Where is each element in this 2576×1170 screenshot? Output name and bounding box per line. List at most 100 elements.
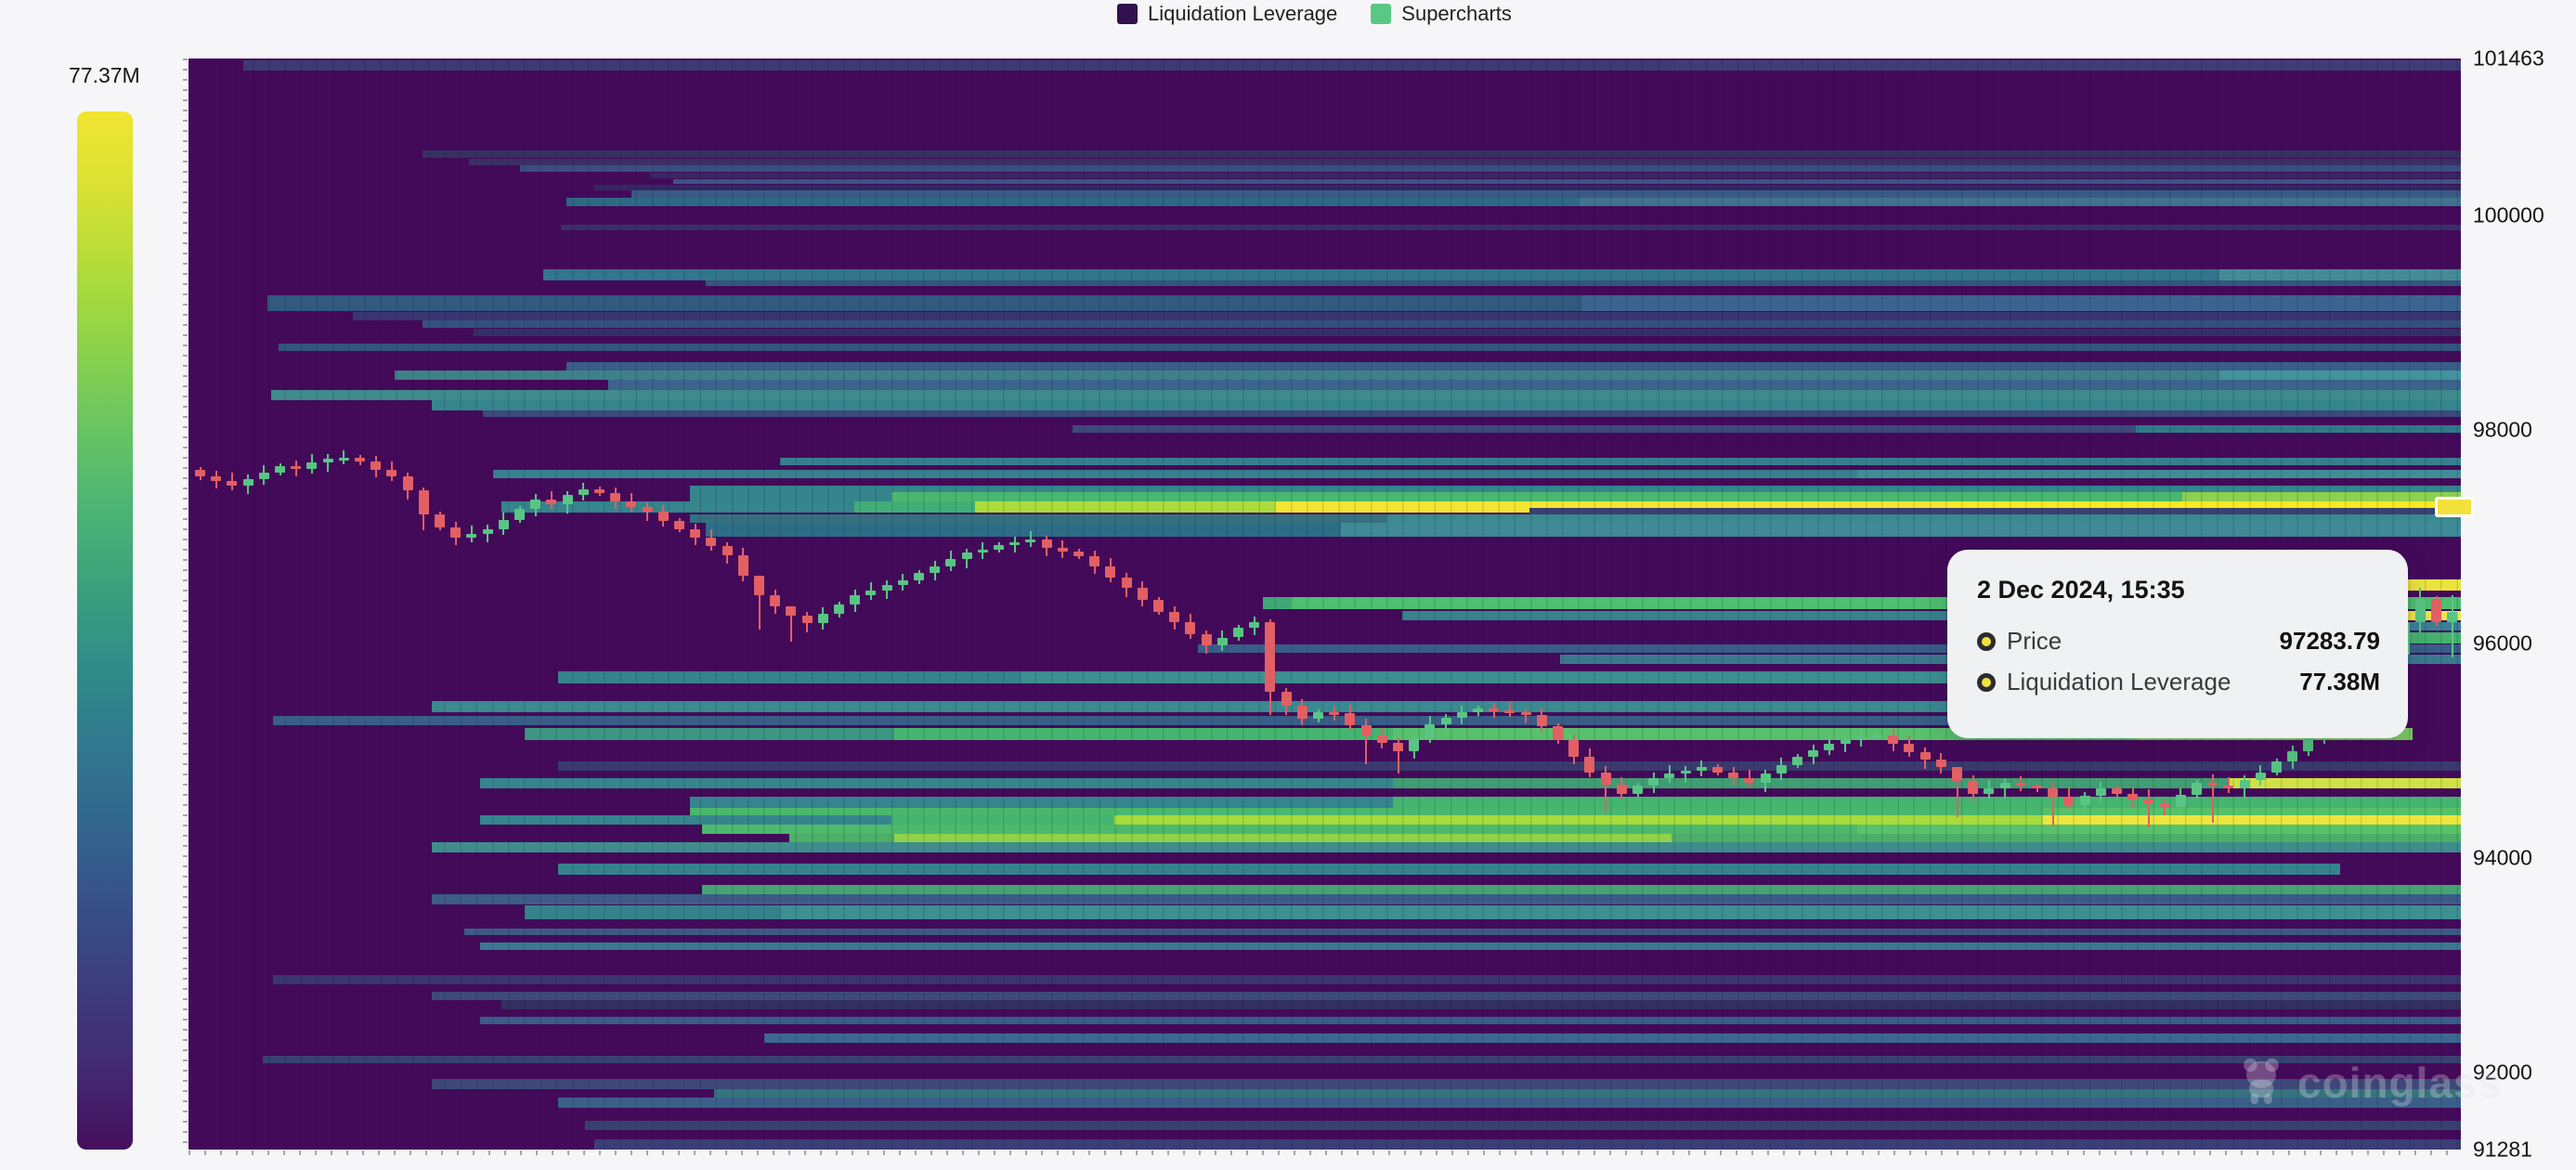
candle	[1009, 541, 1021, 546]
candle	[610, 492, 621, 501]
liquidation-heatmap-line	[690, 491, 2461, 501]
candle	[1696, 767, 1707, 771]
liquidation-heatmap-line	[673, 178, 2461, 184]
y-axis-label: 101463	[2473, 46, 2544, 71]
candle	[1201, 634, 1212, 645]
liquidation-heatmap-line	[273, 715, 2359, 725]
candle	[1313, 712, 1323, 720]
candle	[1376, 734, 1387, 743]
candle	[1776, 764, 1787, 774]
liquidation-heatmap-line	[690, 514, 2461, 523]
liquidation-heatmap-line	[480, 1017, 2461, 1025]
candle	[706, 538, 717, 547]
candle	[450, 526, 462, 539]
candle	[1840, 740, 1851, 744]
candle	[530, 499, 541, 509]
candle	[2447, 611, 2458, 623]
liquidation-heatmap-line	[558, 760, 2461, 771]
candle	[1185, 622, 1196, 635]
liquidation-heatmap-line	[273, 975, 2461, 985]
liquidation-heatmap-line	[432, 894, 2461, 905]
y-axis-label: 92000	[2473, 1060, 2532, 1085]
candle	[291, 465, 302, 470]
chart-legend: Liquidation Leverage Supercharts	[1117, 2, 1512, 26]
candle-wick	[1605, 765, 1607, 812]
candle	[1935, 760, 1946, 768]
candle	[1888, 734, 1899, 744]
candle	[1105, 566, 1116, 578]
candle	[1984, 788, 1995, 794]
candle	[1360, 725, 1372, 735]
candle	[482, 528, 493, 534]
candle	[2063, 797, 2075, 805]
candle	[1568, 740, 1580, 757]
candle	[2223, 785, 2234, 789]
liquidation-heatmap-line	[2403, 621, 2461, 630]
candle	[1584, 756, 1595, 773]
liquidation-heatmap-line	[2403, 631, 2461, 644]
candle	[1553, 726, 1563, 741]
tooltip-row: Liquidation Leverage 77.38M	[1977, 668, 2380, 696]
candle	[275, 465, 285, 473]
candle-wick	[1685, 766, 1687, 783]
liquidation-heatmap-line	[706, 280, 2461, 286]
candle	[2015, 783, 2026, 786]
legend-item-liquidation-leverage[interactable]: Liquidation Leverage	[1117, 2, 1337, 26]
tooltip-row-label: Price	[2007, 627, 2062, 655]
candle	[2271, 761, 2282, 773]
candle	[1808, 749, 1819, 757]
candle	[2431, 598, 2441, 623]
liquidation-heatmap-line	[525, 727, 2413, 740]
candle	[1600, 772, 1611, 785]
liquidation-heatmap-line	[566, 198, 2461, 207]
candle	[1025, 540, 1036, 543]
candle	[227, 481, 238, 486]
candle	[1393, 742, 1403, 751]
candle	[786, 606, 797, 617]
candle	[1952, 767, 1962, 782]
candle	[2175, 795, 2186, 807]
candle	[2192, 783, 2202, 796]
legend-item-supercharts[interactable]: Supercharts	[1371, 2, 1512, 26]
candle	[994, 545, 1004, 550]
candle	[402, 476, 413, 491]
tooltip-title: 2 Dec 2024, 15:35	[1977, 576, 2185, 604]
candle	[2095, 788, 2106, 797]
liquidation-heatmap-line	[714, 1089, 2461, 1098]
candle-wick	[758, 588, 761, 630]
liquidation-heatmap-line	[594, 185, 2461, 191]
candle	[355, 457, 365, 462]
candle	[562, 495, 573, 505]
candle	[1792, 756, 1802, 765]
candle	[674, 520, 684, 529]
candle	[2127, 793, 2139, 800]
liquidation-heatmap-line	[1198, 644, 2461, 653]
candle-wick	[1525, 708, 1528, 724]
liquidation-heatmap-line	[432, 700, 2368, 712]
candle	[2239, 779, 2250, 789]
liquidation-heatmap-line	[432, 992, 2461, 1001]
coinglass-watermark: coinglass	[2234, 1053, 2503, 1112]
candle	[1296, 706, 1308, 720]
liquidation-heatmap-line	[469, 158, 2461, 165]
watermark-text: coinglass	[2297, 1058, 2504, 1107]
candle	[914, 573, 924, 581]
y-axis-label: 98000	[2473, 417, 2532, 442]
candle	[1137, 588, 1148, 601]
candle	[1680, 770, 1691, 774]
candle	[1265, 622, 1276, 693]
liquidation-heatmap-line	[690, 808, 2461, 816]
liquidation-heatmap-line	[525, 905, 2461, 919]
candle	[2159, 803, 2170, 807]
liquidation-heatmap-line	[353, 312, 2461, 321]
liquidation-heatmap-line	[432, 841, 2461, 852]
candle	[1473, 708, 1483, 713]
candle-wick	[2051, 781, 2054, 826]
candle	[1664, 774, 1675, 778]
candle	[258, 472, 269, 479]
candle	[1409, 737, 1420, 751]
candle	[1489, 708, 1500, 711]
y-axis-label: 96000	[2473, 630, 2532, 656]
candle	[1968, 781, 1979, 794]
candle	[418, 490, 429, 514]
